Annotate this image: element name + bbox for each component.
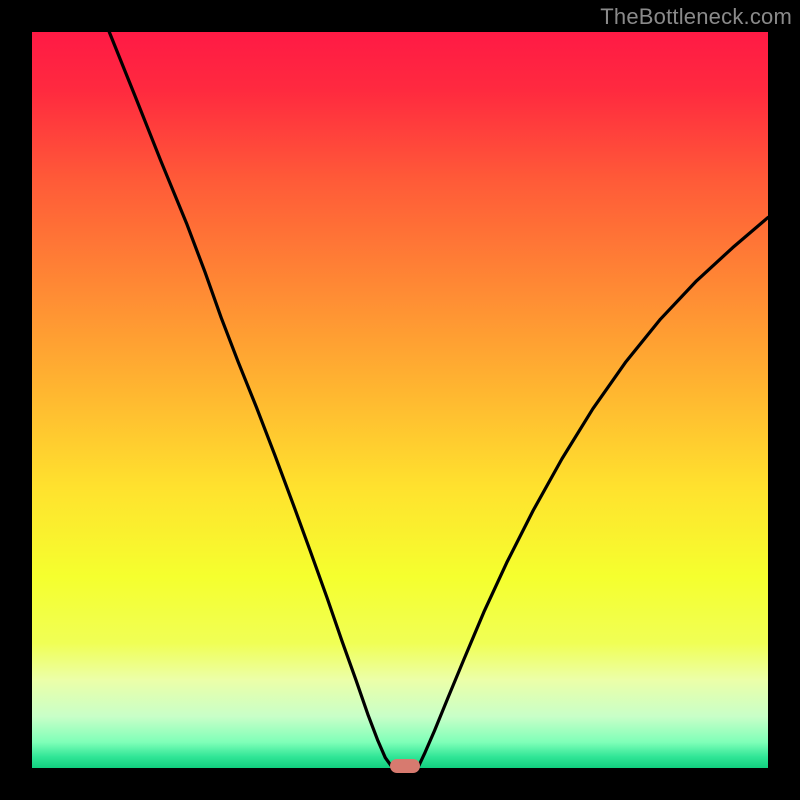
gradient-background bbox=[32, 32, 768, 768]
chart-svg bbox=[0, 0, 800, 800]
chart-stage: TheBottleneck.com bbox=[0, 0, 800, 800]
attribution-text: TheBottleneck.com bbox=[600, 4, 792, 30]
bottleneck-marker bbox=[390, 759, 420, 773]
